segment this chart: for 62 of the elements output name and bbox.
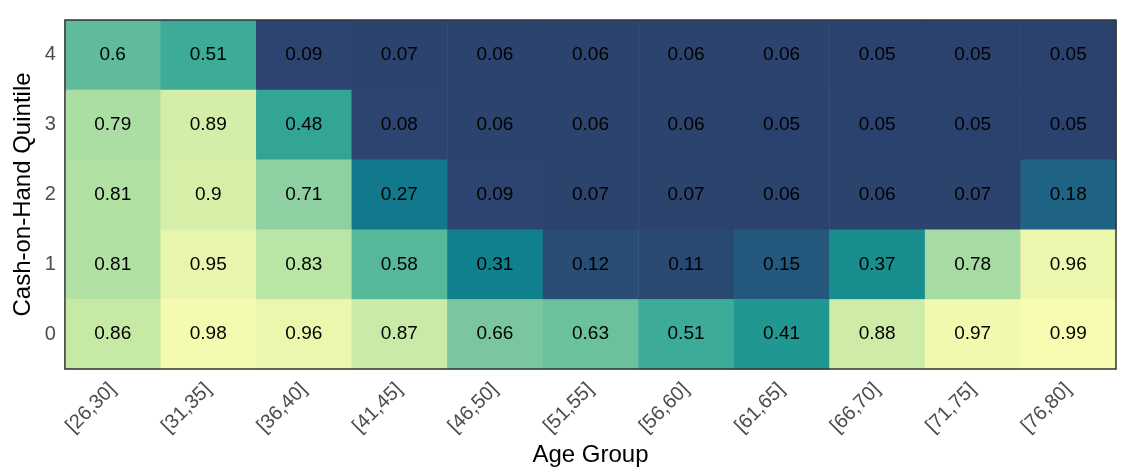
data-label: 0.48	[285, 112, 323, 134]
data-label: 0.09	[285, 43, 323, 65]
x-axis-title: Age Group	[532, 440, 649, 468]
data-label: 0.06	[667, 43, 705, 65]
data-label: 0.37	[858, 252, 896, 274]
data-label: 0.11	[668, 252, 704, 274]
data-label: 0.05	[858, 112, 896, 134]
data-label: 0.05	[763, 112, 801, 134]
y-tick-label: 3	[44, 112, 56, 135]
data-label: 0.18	[1049, 182, 1087, 204]
data-label: 0.6	[99, 43, 126, 65]
data-label: 0.97	[954, 322, 992, 344]
data-label: 0.05	[954, 112, 992, 134]
data-label: 0.07	[667, 182, 705, 204]
data-label: 0.31	[476, 252, 514, 274]
data-label: 0.66	[476, 322, 514, 344]
data-label: 0.9	[195, 182, 222, 204]
data-label: 0.81	[94, 252, 132, 274]
data-label: 0.06	[571, 112, 609, 134]
data-label: 0.07	[954, 182, 992, 204]
data-label: 0.51	[189, 43, 227, 65]
data-label: 0.06	[763, 182, 801, 204]
data-label: 0.87	[380, 322, 418, 344]
data-label: 0.06	[763, 43, 801, 65]
data-label: 0.86	[94, 322, 132, 344]
data-label: 0.05	[1049, 112, 1087, 134]
data-label: 0.06	[476, 43, 514, 65]
y-tick-label: 1	[44, 251, 56, 274]
data-label: 0.51	[667, 322, 705, 344]
data-label: 0.05	[1049, 43, 1087, 65]
data-label: 0.05	[954, 43, 992, 65]
data-label: 0.63	[571, 322, 609, 344]
data-label: 0.99	[1049, 322, 1087, 344]
data-label: 0.88	[858, 322, 896, 344]
data-label: 0.71	[285, 182, 323, 204]
y-tick-label: 4	[44, 42, 56, 65]
data-label: 0.06	[571, 43, 609, 65]
y-tick-label: 2	[44, 182, 56, 205]
data-label: 0.15	[763, 252, 801, 274]
data-label: 0.89	[189, 112, 227, 134]
data-label: 0.27	[380, 182, 418, 204]
data-label: 0.06	[858, 182, 896, 204]
data-label: 0.05	[858, 43, 896, 65]
data-label: 0.83	[285, 252, 323, 274]
data-label: 0.96	[285, 322, 323, 344]
data-label: 0.09	[476, 182, 514, 204]
data-label: 0.07	[571, 182, 609, 204]
data-label: 0.58	[380, 252, 418, 274]
data-label: 0.96	[1049, 252, 1087, 274]
data-label: 0.08	[380, 112, 418, 134]
y-tick-label: 0	[44, 321, 56, 344]
data-label: 0.79	[94, 112, 132, 134]
data-label: 0.12	[571, 252, 609, 274]
data-label: 0.98	[189, 322, 227, 344]
data-label: 0.06	[667, 112, 705, 134]
data-label: 0.78	[954, 252, 992, 274]
data-label: 0.06	[476, 112, 514, 134]
data-label: 0.07	[380, 43, 418, 65]
data-label: 0.95	[189, 252, 227, 274]
data-label: 0.81	[94, 182, 132, 204]
y-axis-title: Cash-on-Hand Quintile	[8, 72, 36, 317]
data-label: 0.41	[763, 322, 801, 344]
